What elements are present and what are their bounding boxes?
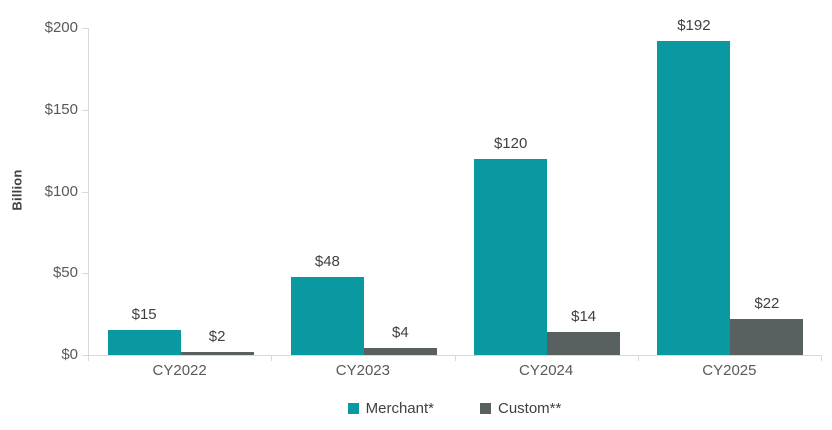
y-tick-label: $50 <box>52 264 78 282</box>
bar-slot: $22 <box>730 28 804 355</box>
bar-group: $120 $14 <box>456 28 639 355</box>
bar-value-label: $192 <box>677 17 711 35</box>
x-tick-mark <box>637 356 639 361</box>
x-tick-mark <box>88 356 89 361</box>
bar-slot: $48 <box>290 28 364 355</box>
bar <box>363 348 437 355</box>
y-tick-mark <box>82 355 88 356</box>
bar-value-label: $4 <box>392 324 409 342</box>
legend-swatch <box>347 403 359 414</box>
bar <box>180 351 254 355</box>
bar-slot: $120 <box>474 28 548 355</box>
x-tick-mark <box>454 356 456 361</box>
bar <box>290 276 364 355</box>
y-tick-label: $150 <box>44 100 78 118</box>
bar <box>107 330 181 355</box>
plot-area: $15 $2 $48 $4 $120 $14 $192 $22 <box>88 17 822 356</box>
bar-group: $48 $4 <box>272 28 455 355</box>
x-tick-mark <box>271 356 273 361</box>
x-category-label: CY2022 <box>152 362 207 379</box>
legend-item: Custom** <box>480 400 561 417</box>
bar-group: $15 $2 <box>89 28 272 355</box>
y-tick-label: $200 <box>44 19 78 36</box>
bar-slot: $2 <box>180 28 254 355</box>
bar-group: $192 $22 <box>639 17 822 355</box>
bar-value-label: $48 <box>314 252 340 270</box>
bar-slot: $15 <box>107 28 181 355</box>
bar-value-label: $120 <box>493 134 528 152</box>
bar <box>474 158 548 355</box>
bar-value-label: $15 <box>131 306 157 324</box>
bar <box>730 319 804 355</box>
legend-label: Merchant* <box>365 400 434 417</box>
y-tick-mark <box>82 28 88 29</box>
y-tick-mark <box>82 109 88 111</box>
bar <box>547 332 621 355</box>
legend-swatch <box>480 403 491 414</box>
bar-slot: $4 <box>363 28 437 355</box>
bar-slot: $192 <box>657 17 731 355</box>
x-tick-mark <box>821 356 822 361</box>
bar-value-label: $14 <box>571 308 597 326</box>
x-category-label: CY2023 <box>335 362 390 379</box>
legend: Merchant* Custom** <box>88 400 821 417</box>
x-category-label: CY2025 <box>702 362 757 379</box>
y-tick-mark <box>82 273 88 275</box>
y-tick-mark <box>82 191 88 193</box>
bar-value-label: $2 <box>208 327 226 345</box>
legend-item: Merchant* <box>347 400 434 417</box>
legend-label: Custom** <box>498 400 562 417</box>
y-tick-label: $100 <box>44 182 78 200</box>
x-category-label: CY2024 <box>519 362 574 379</box>
bar <box>657 41 731 355</box>
bar-value-label: $22 <box>754 295 780 313</box>
y-tick-label: $0 <box>61 346 78 363</box>
bar-slot: $14 <box>547 28 621 355</box>
